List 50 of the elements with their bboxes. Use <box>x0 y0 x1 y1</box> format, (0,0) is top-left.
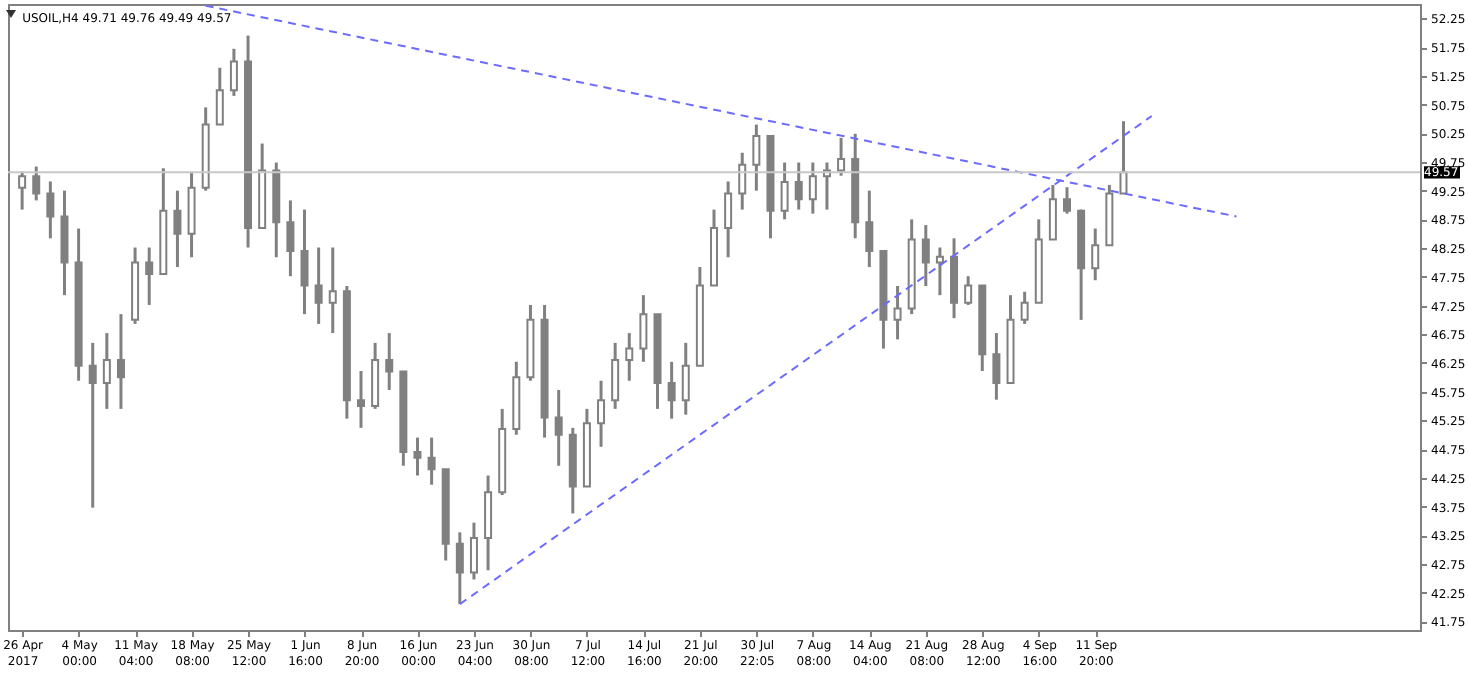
candlestick <box>455 530 464 606</box>
candlestick <box>935 246 944 297</box>
candlestick <box>837 136 846 178</box>
candlestick <box>173 189 182 269</box>
candlestick <box>484 474 493 572</box>
candlestick <box>921 223 930 288</box>
candlestick <box>32 165 41 202</box>
candlestick <box>752 123 761 193</box>
candlestick <box>992 331 1001 402</box>
candlestick <box>1119 119 1128 196</box>
candlestick <box>88 341 97 510</box>
candlestick <box>808 161 817 216</box>
candlestick <box>357 369 365 430</box>
candlestick <box>1091 227 1100 282</box>
candlestick <box>794 161 803 212</box>
candlestick <box>681 341 690 417</box>
candlestick <box>371 341 380 411</box>
candlestick <box>1020 290 1029 326</box>
candlestick <box>116 312 125 411</box>
candlestick <box>413 436 422 478</box>
candlestick <box>385 331 394 392</box>
candlestick <box>469 521 478 581</box>
candlestick <box>893 284 902 341</box>
candlestick <box>328 246 337 335</box>
candlestick <box>187 170 196 259</box>
candlestick <box>229 47 238 98</box>
candlestick <box>554 388 563 468</box>
candlestick <box>215 66 224 127</box>
candlestick <box>780 161 789 221</box>
candlestick <box>724 179 733 259</box>
candlestick <box>1063 185 1071 216</box>
candlestick <box>145 246 154 307</box>
candlestick <box>597 379 606 449</box>
candlestick <box>18 170 27 212</box>
candlestick <box>1048 183 1057 241</box>
candlestick <box>46 179 55 240</box>
candlestick <box>286 198 295 278</box>
candlestick <box>102 331 111 411</box>
candlestick <box>639 293 648 364</box>
candlestick <box>427 436 436 487</box>
candlestick <box>300 208 309 316</box>
candlestick <box>667 360 676 421</box>
candlestick <box>60 189 69 297</box>
candlestick <box>611 341 620 411</box>
candlestick <box>738 151 747 212</box>
candlestick <box>865 189 874 269</box>
candlestick <box>314 246 323 326</box>
candlestick <box>950 236 959 320</box>
candlestick <box>964 274 973 307</box>
candlestick <box>625 331 634 383</box>
